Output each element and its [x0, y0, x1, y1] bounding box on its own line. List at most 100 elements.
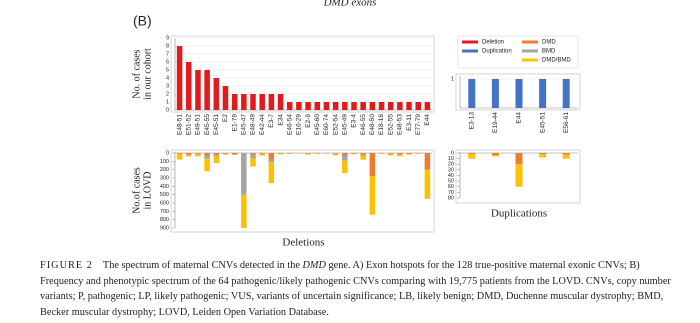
bar-segment: [360, 154, 366, 156]
bar: [213, 78, 220, 110]
x-tick-label: E46-55: [360, 114, 367, 135]
bar-segment: [176, 153, 183, 154]
x-tick-label: E45-51: [213, 114, 220, 135]
bar-segment: [369, 176, 376, 215]
bar-segment: [305, 153, 311, 154]
caption-label: FIGURE 2: [40, 260, 93, 271]
legend-label: DMD/BMD: [542, 58, 571, 64]
bar-segment: [539, 154, 547, 158]
legend-swatch: [462, 49, 478, 53]
y-tick-label: 200: [160, 167, 169, 173]
x-tick-label: E44: [424, 114, 431, 126]
bar: [351, 102, 357, 110]
y-tick-label: 5: [166, 67, 169, 73]
x-tick-label: E45-51: [539, 112, 546, 133]
caption-text: DMD: [302, 260, 326, 271]
bar-segment: [342, 153, 348, 156]
bar-segment: [424, 153, 431, 170]
legend-swatch: [522, 58, 538, 62]
x-tick-label: E48-50: [369, 114, 376, 135]
x-tick-label: E18-16: [378, 114, 385, 135]
y-tick-label: 1: [451, 76, 454, 82]
header-text: DMD exons: [323, 0, 377, 9]
x-tick-label: E46-54: [286, 114, 293, 135]
bar-segment: [397, 153, 403, 155]
y-tick-label: 80: [448, 195, 454, 201]
bar-segment: [186, 153, 192, 155]
bar-segment: [213, 156, 220, 163]
bar-segment: [204, 153, 210, 156]
x-tick-label: E45-60: [314, 114, 321, 135]
bar: [539, 79, 547, 108]
bar-segment: [515, 164, 523, 187]
bar: [250, 94, 256, 110]
bar-segment: [360, 153, 366, 155]
x-tick-label: E3-4: [351, 114, 358, 128]
y-tick-label: 40: [448, 173, 454, 179]
bar: [397, 102, 403, 110]
plot-frame: [455, 73, 581, 111]
bar: [259, 94, 265, 110]
bar: [222, 86, 229, 110]
bar: [277, 94, 284, 110]
plot-frame: [170, 35, 435, 113]
bar-segment: [222, 153, 229, 154]
bar-segment: [332, 153, 339, 154]
bar-segment: [351, 153, 357, 155]
bar: [562, 79, 570, 108]
legend-frame: [457, 35, 579, 69]
y-tick-label: 9: [166, 35, 169, 41]
bar: [515, 79, 523, 108]
y-tick-label: 500: [160, 192, 169, 198]
bar-segment: [406, 153, 412, 154]
x-tick-label: E77-79: [415, 114, 422, 135]
legend-swatch: [462, 40, 478, 44]
bar-segment: [241, 194, 247, 228]
x-tick-label: E45-47: [241, 114, 248, 135]
bar-segment: [406, 153, 412, 155]
bar: [378, 102, 385, 110]
bar-segment: [515, 153, 523, 165]
bar: [415, 102, 421, 110]
y-tick-label: 30: [448, 167, 454, 173]
bar-segment: [342, 160, 348, 173]
bar-segment: [268, 159, 275, 163]
caption-text: gene. A) Exon hotspots for the 128 true-…: [40, 260, 671, 318]
y-tick-label: 8: [166, 43, 169, 49]
x-axis-label: Duplications: [491, 208, 547, 220]
bar: [342, 102, 348, 110]
x-tick-label: E44: [516, 112, 523, 124]
bar: [387, 102, 394, 110]
y-tick-label: 2: [166, 91, 169, 97]
bar-segment: [277, 153, 284, 155]
panel-label: (B): [133, 13, 152, 29]
bar: [286, 102, 293, 110]
bar-segment: [259, 153, 265, 156]
bar: [186, 62, 192, 110]
bar-segment: [539, 153, 547, 155]
bar-segment: [360, 155, 366, 160]
bar-segment: [332, 153, 339, 156]
bar-segment: [204, 155, 210, 159]
bar: [195, 70, 201, 110]
y-axis-label: No.of cases: [131, 167, 142, 214]
bar-segment: [491, 155, 499, 157]
bar: [176, 46, 183, 110]
bar: [204, 70, 210, 110]
bar: [360, 102, 366, 110]
plot-frame: [455, 149, 581, 204]
bar-segment: [176, 153, 183, 160]
x-tick-label: E34: [277, 114, 284, 126]
bar: [314, 102, 321, 110]
x-tick-label: E1-79: [231, 114, 238, 132]
bar-segment: [195, 153, 201, 154]
bar: [296, 102, 302, 110]
y-axis-label: No. of cases: [131, 49, 142, 98]
caption-text: The spectrum of maternal CNVs detected i…: [102, 260, 303, 271]
y-tick-label: 900: [160, 225, 169, 231]
bar: [268, 94, 275, 110]
x-tick-label: E60-74: [323, 114, 330, 135]
bar-segment: [241, 153, 247, 195]
x-tick-label: E49-51: [195, 114, 202, 135]
